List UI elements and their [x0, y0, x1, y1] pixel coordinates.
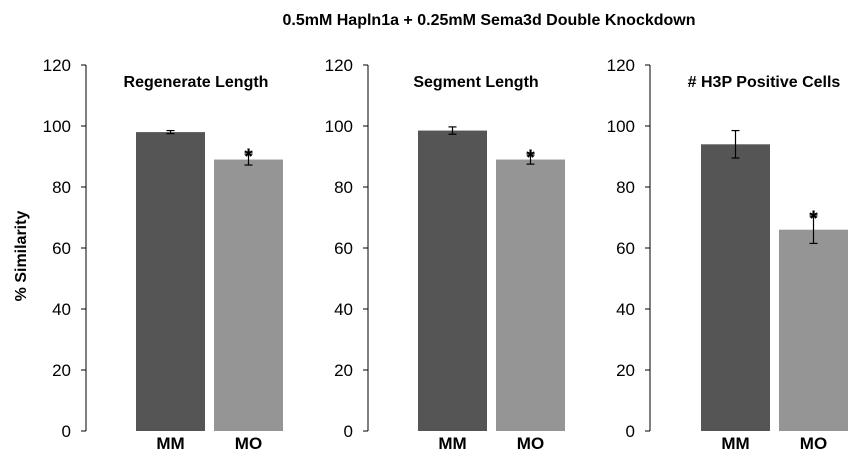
- y-tick-label: 80: [616, 178, 635, 197]
- y-tick-label: 80: [334, 178, 353, 197]
- figure-title: 0.5mM Hapln1a + 0.25mM Sema3d Double Kno…: [283, 12, 696, 29]
- y-tick-label: 60: [616, 239, 635, 258]
- y-tick-label: 40: [616, 300, 635, 319]
- x-category-label: MO: [235, 434, 262, 452]
- y-tick-label: 120: [607, 56, 635, 75]
- y-tick-label: 0: [626, 422, 635, 441]
- y-axis-label: % Similarity: [13, 211, 30, 302]
- bar-mm: [136, 132, 205, 431]
- y-tick-label: 40: [52, 300, 71, 319]
- chart-panel-2: Segment Length 0 20 40 60 80 100 120 MM * MO: [325, 56, 565, 452]
- y-tick-label: 20: [616, 361, 635, 380]
- panel-title: # H3P Positive Cells: [688, 74, 841, 91]
- y-tick-label: 40: [334, 300, 353, 319]
- y-tick-label: 60: [52, 239, 71, 258]
- panel-title: Segment Length: [413, 74, 538, 91]
- y-tick-label: 20: [52, 361, 71, 380]
- y-tick-label: 120: [325, 56, 353, 75]
- bar-mo: [214, 159, 283, 432]
- y-tick-label: 120: [43, 56, 71, 75]
- y-tick-label: 60: [334, 239, 353, 258]
- bar-mm: [418, 130, 487, 431]
- x-category-label: MO: [517, 434, 544, 452]
- bar-mo: [779, 229, 848, 431]
- bar-mm: [701, 144, 770, 432]
- chart-panel-3: # H3P Positive Cells 0 20 40 60 80 100 120 MM * MO: [607, 56, 848, 452]
- y-tick-label: 80: [52, 178, 71, 197]
- panel-title: Regenerate Length: [124, 74, 269, 91]
- x-category-label: MM: [438, 434, 466, 452]
- y-tick-label: 20: [334, 361, 353, 380]
- y-tick-label: 100: [43, 117, 71, 136]
- y-tick-label: 0: [62, 422, 71, 441]
- significance-marker: *: [809, 206, 818, 231]
- significance-marker: *: [526, 145, 535, 170]
- chart-panels: Regenerate Length020406080100120MM*MOSeg…: [43, 56, 848, 452]
- chart-panel-1: Regenerate Length 0 20 40 60 80 100 120 MM * MO: [43, 56, 283, 452]
- y-tick-label: 100: [607, 117, 635, 136]
- significance-marker: *: [244, 144, 253, 169]
- x-category-label: MM: [156, 434, 184, 452]
- y-tick-label: 100: [325, 117, 353, 136]
- x-category-label: MO: [800, 434, 827, 452]
- x-category-label: MM: [721, 434, 749, 452]
- y-tick-label: 0: [344, 422, 353, 441]
- bar-mo: [496, 159, 565, 432]
